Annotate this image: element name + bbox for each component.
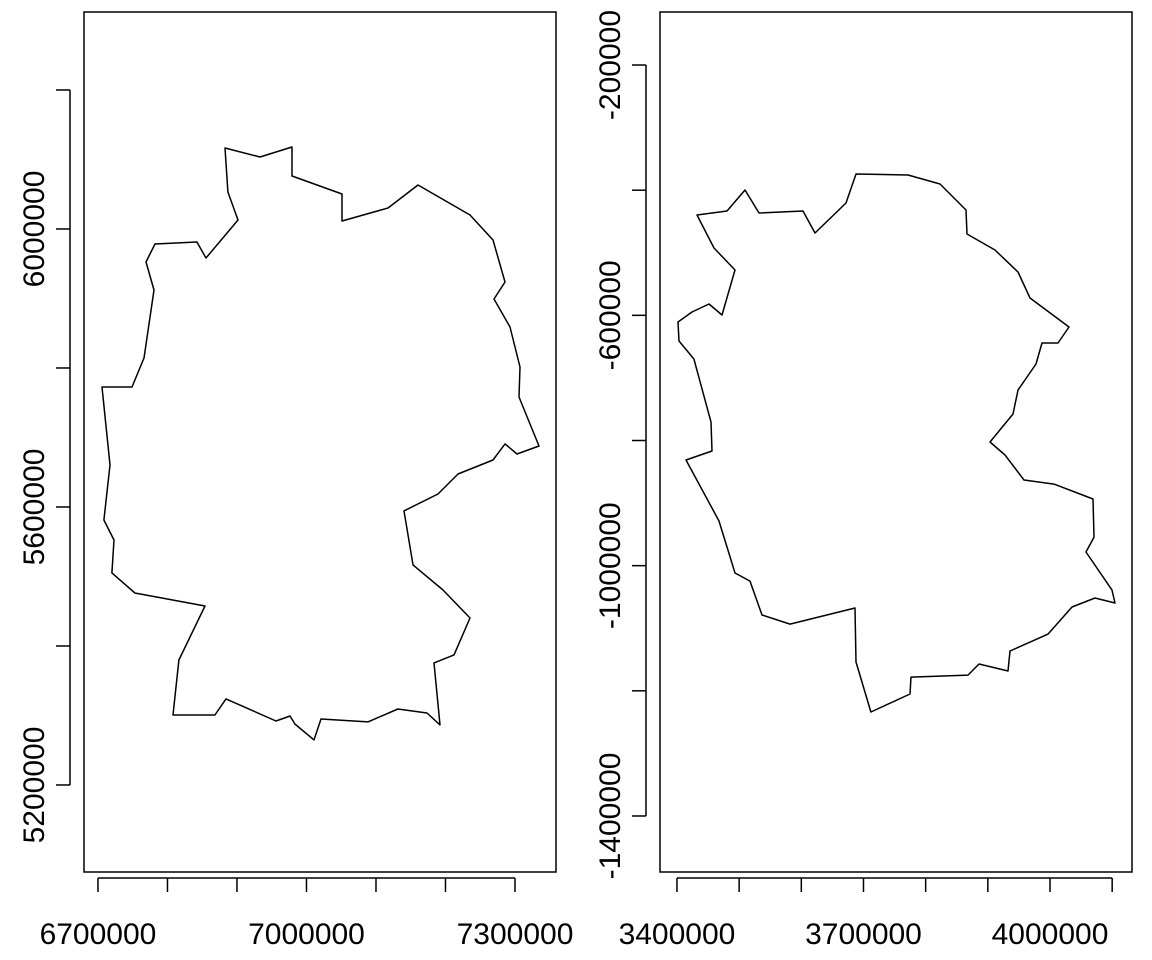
y-tick-label: 6000000	[18, 171, 51, 288]
y-tick-label: -200000	[594, 10, 627, 120]
outline	[101, 146, 540, 741]
y-tick-label: 5200000	[18, 727, 51, 844]
y-tick-label: -1000000	[594, 502, 627, 629]
outline	[677, 173, 1116, 713]
x-tick-label: 7000000	[248, 918, 365, 951]
y-tick-label: 5600000	[18, 449, 51, 566]
plot-frame	[83, 11, 557, 873]
x-tick-label: 6700000	[40, 918, 157, 951]
y-tick-label: -1400000	[594, 753, 627, 880]
x-tick-label: 3400000	[619, 918, 736, 951]
x-tick-label: 7300000	[457, 918, 574, 951]
plot-frame	[659, 11, 1133, 873]
x-tick-label: 3700000	[805, 918, 922, 951]
x-tick-label: 4000000	[992, 918, 1109, 951]
y-tick-label: -600000	[594, 260, 627, 370]
